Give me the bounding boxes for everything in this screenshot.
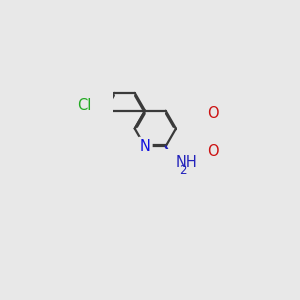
Text: 2: 2 — [179, 164, 187, 177]
Text: O: O — [207, 144, 219, 159]
Text: O: O — [207, 106, 219, 121]
Text: N: N — [140, 139, 151, 154]
Text: NH: NH — [176, 155, 197, 170]
Text: Cl: Cl — [77, 98, 92, 113]
